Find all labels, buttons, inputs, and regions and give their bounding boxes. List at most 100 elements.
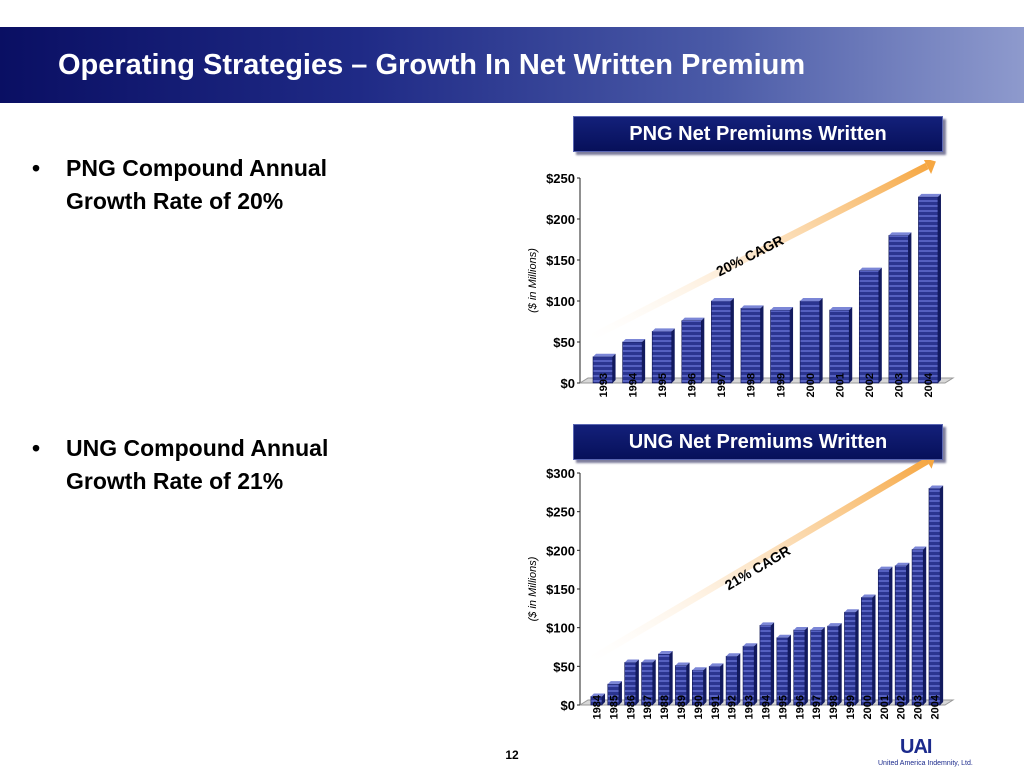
bar-top bbox=[759, 622, 775, 626]
bar-body bbox=[858, 270, 880, 384]
bar-body bbox=[793, 629, 806, 706]
bar bbox=[590, 693, 606, 706]
x-tick-label: 1995 bbox=[657, 373, 669, 397]
bar-top bbox=[928, 485, 944, 489]
bar-body bbox=[877, 569, 890, 706]
bar-top bbox=[658, 650, 673, 654]
bar-top bbox=[827, 623, 842, 627]
cagr-arrow-head bbox=[926, 460, 935, 469]
x-tick-label: 2001 bbox=[834, 373, 846, 397]
x-tick-label: 1994 bbox=[627, 372, 639, 397]
x-tick-label: 2004 bbox=[923, 372, 935, 397]
x-tick-label: 1989 bbox=[676, 695, 688, 719]
y-axis-title: ($ in Millions) bbox=[527, 248, 539, 313]
bar-body bbox=[624, 662, 637, 706]
bar-side bbox=[671, 328, 675, 383]
bar-top bbox=[878, 566, 893, 570]
bar bbox=[911, 546, 927, 706]
y-tick-label: $50 bbox=[553, 659, 575, 674]
bar-side bbox=[838, 623, 842, 705]
x-tick-label: 1998 bbox=[828, 695, 840, 719]
bar-side bbox=[602, 693, 606, 705]
cagr-arrow-head bbox=[923, 160, 936, 175]
bar-top bbox=[692, 667, 707, 671]
bar-body bbox=[888, 235, 909, 384]
bar-side bbox=[760, 305, 764, 383]
bar-top bbox=[895, 562, 910, 566]
bar-body bbox=[711, 300, 732, 384]
bar-side bbox=[872, 594, 876, 705]
bar-top bbox=[607, 681, 622, 685]
bar bbox=[799, 298, 823, 384]
company-logo: UAI United America Indemnity, Ltd. bbox=[878, 736, 988, 767]
x-tick-label: 1985 bbox=[608, 695, 620, 719]
slide-title: Operating Strategies – Growth In Net Wri… bbox=[58, 49, 806, 81]
x-tick-label: 1997 bbox=[811, 695, 823, 719]
bar-body bbox=[861, 597, 873, 706]
bar bbox=[725, 653, 741, 706]
bar bbox=[888, 232, 912, 384]
x-tick-label: 1988 bbox=[659, 695, 671, 719]
bar bbox=[829, 307, 853, 384]
bar-top bbox=[776, 634, 791, 638]
bullet-png-cagr: • PNG Compound Annual Growth Rate of 20% bbox=[32, 152, 412, 222]
bar bbox=[844, 609, 859, 706]
y-tick-label: $250 bbox=[546, 505, 575, 520]
bar bbox=[692, 667, 707, 706]
bar bbox=[592, 353, 616, 384]
bar-side bbox=[642, 339, 646, 383]
x-tick-label: 1984 bbox=[591, 694, 603, 719]
bar bbox=[759, 622, 775, 706]
bar-top bbox=[711, 298, 734, 301]
bar-top bbox=[861, 594, 876, 598]
bar bbox=[675, 662, 690, 706]
bar bbox=[877, 566, 893, 706]
x-tick-label: 1999 bbox=[845, 695, 857, 719]
bar bbox=[793, 626, 808, 706]
bar-top bbox=[726, 653, 741, 657]
bar-top bbox=[800, 298, 823, 301]
bar-body bbox=[844, 611, 856, 706]
y-tick-label: $150 bbox=[546, 582, 575, 597]
bar-side bbox=[790, 307, 794, 383]
bar bbox=[681, 317, 705, 384]
bar-top bbox=[810, 626, 825, 630]
y-tick-label: $50 bbox=[553, 335, 575, 350]
bar-top bbox=[912, 546, 927, 550]
bar-body bbox=[928, 488, 941, 706]
bar-top bbox=[859, 267, 882, 271]
bar-side bbox=[737, 653, 741, 705]
bar-side bbox=[701, 317, 705, 383]
y-tick-label: $0 bbox=[561, 376, 575, 391]
bar bbox=[607, 681, 622, 706]
x-tick-label: 1996 bbox=[687, 373, 699, 397]
bar bbox=[641, 659, 656, 706]
bar bbox=[658, 650, 673, 706]
x-tick-label: 2002 bbox=[864, 373, 876, 397]
bar bbox=[711, 298, 734, 384]
bar-body bbox=[911, 549, 924, 706]
x-tick-label: 2002 bbox=[896, 695, 908, 719]
y-tick-label: $100 bbox=[546, 621, 575, 636]
ung-bar-chart: ($ in Millions) $0 $50 $100 $150 $200 $250 $300… bbox=[527, 460, 955, 719]
bar-body bbox=[742, 645, 755, 706]
cagr-arrow-shaft bbox=[588, 460, 929, 664]
bar-body bbox=[827, 625, 839, 706]
bar-body bbox=[590, 696, 603, 706]
bar-top bbox=[844, 609, 859, 613]
bar-side bbox=[889, 566, 893, 705]
x-tick-label: 2000 bbox=[862, 695, 874, 719]
logo-subtext: United America Indemnity, Ltd. bbox=[878, 760, 973, 767]
y-tick-label: $0 bbox=[561, 698, 575, 713]
bar-top bbox=[681, 317, 705, 321]
bar-top bbox=[743, 643, 758, 647]
bar bbox=[928, 485, 944, 706]
bar-body bbox=[776, 637, 789, 706]
x-tick-label: 2003 bbox=[894, 373, 906, 397]
bar bbox=[624, 659, 639, 706]
bar bbox=[708, 663, 724, 706]
bar bbox=[622, 339, 646, 384]
title-bar: Operating Strategies – Growth In Net Wri… bbox=[0, 27, 1024, 103]
x-tick-label: 1998 bbox=[746, 373, 758, 397]
bar bbox=[776, 634, 791, 706]
